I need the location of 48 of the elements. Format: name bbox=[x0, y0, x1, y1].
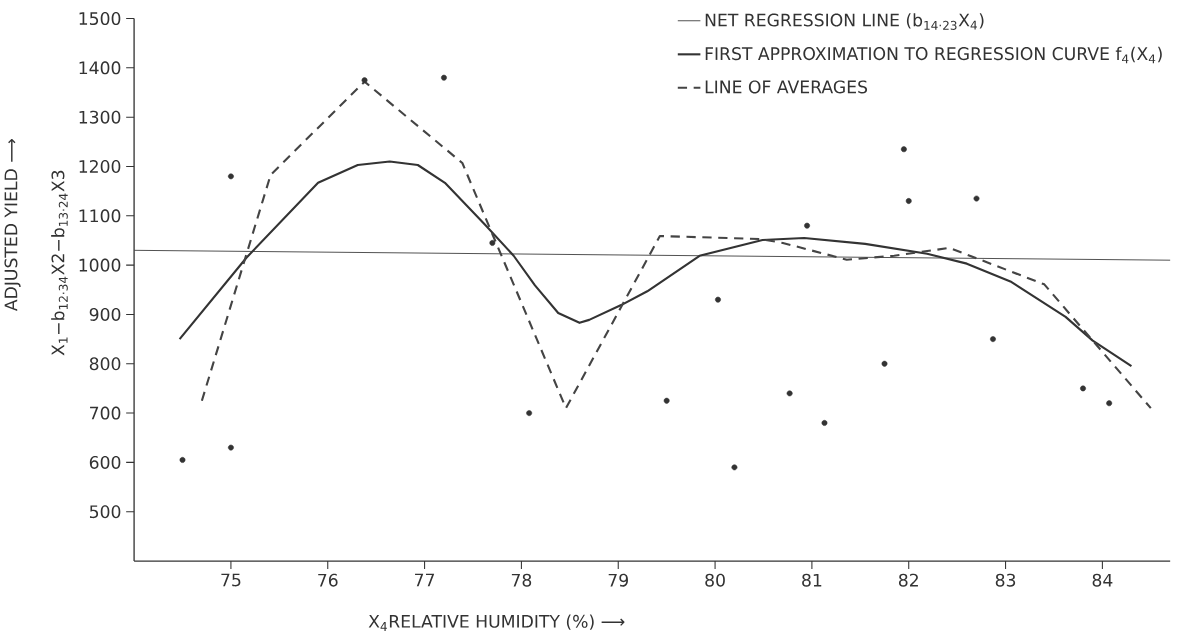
y-tick-label: 700 bbox=[90, 406, 121, 420]
point bbox=[881, 360, 888, 367]
y-tick-label: 500 bbox=[89, 505, 121, 519]
point bbox=[663, 397, 670, 404]
point bbox=[526, 410, 533, 416]
point bbox=[228, 173, 234, 180]
point bbox=[973, 195, 980, 202]
point bbox=[905, 197, 912, 204]
point bbox=[821, 419, 828, 426]
x-tick-label: 80 bbox=[705, 573, 725, 587]
x-tick-label: 76 bbox=[318, 573, 338, 587]
y-tick-label: 1100 bbox=[79, 209, 121, 223]
y-tick-label: 900 bbox=[89, 307, 121, 321]
point bbox=[1080, 385, 1086, 392]
point bbox=[715, 296, 721, 303]
x-tick-label: 81 bbox=[802, 573, 822, 587]
x-tick-label: 75 bbox=[221, 573, 241, 587]
point bbox=[990, 336, 996, 342]
y-tick-label: 1200 bbox=[79, 159, 121, 173]
point bbox=[361, 77, 368, 83]
point bbox=[228, 444, 234, 451]
point bbox=[731, 464, 738, 471]
x-tick-label: 83 bbox=[995, 573, 1016, 587]
legend-label: LINE OF AVERAGES bbox=[705, 80, 868, 94]
x-tick-label: 82 bbox=[898, 573, 918, 587]
x-axis-title: X$_{4}$RELATIVE HUMIDITY (%) ⟶ bbox=[368, 614, 625, 631]
y-tick-label: 800 bbox=[89, 357, 121, 371]
line-series bbox=[178, 160, 1133, 368]
y-axis-title: ADJUSTED YIELD ⟶ bbox=[4, 138, 21, 311]
point bbox=[179, 456, 186, 463]
point bbox=[900, 146, 907, 152]
point bbox=[441, 74, 447, 81]
y-tick-label: 1400 bbox=[79, 61, 121, 75]
y-tick-label: 1300 bbox=[79, 110, 121, 124]
x-tick-label: 79 bbox=[608, 573, 628, 587]
y-tick-label: 1000 bbox=[79, 258, 121, 272]
x-tick-label: 84 bbox=[1092, 573, 1113, 587]
point bbox=[1106, 400, 1113, 406]
x-tick-label: 78 bbox=[511, 573, 532, 587]
point bbox=[804, 222, 810, 229]
y-tick-label: 600 bbox=[89, 455, 121, 469]
x-tick-label: 77 bbox=[415, 573, 435, 587]
y-tick-label: 1500 bbox=[79, 11, 121, 25]
point bbox=[489, 239, 496, 246]
point bbox=[786, 390, 793, 397]
legend-label: NET REGRESSION LINE (b$_{14·23}$X$_{4}$) bbox=[705, 13, 984, 30]
text: X$_{1}$−b$_{12·34}$X2−b$_{13·24}$X3 bbox=[51, 170, 68, 356]
legend-label: FIRST APPROXIMATION TO REGRESSION CURVE f$_{4}$(X$_{4}$) bbox=[705, 46, 1162, 64]
